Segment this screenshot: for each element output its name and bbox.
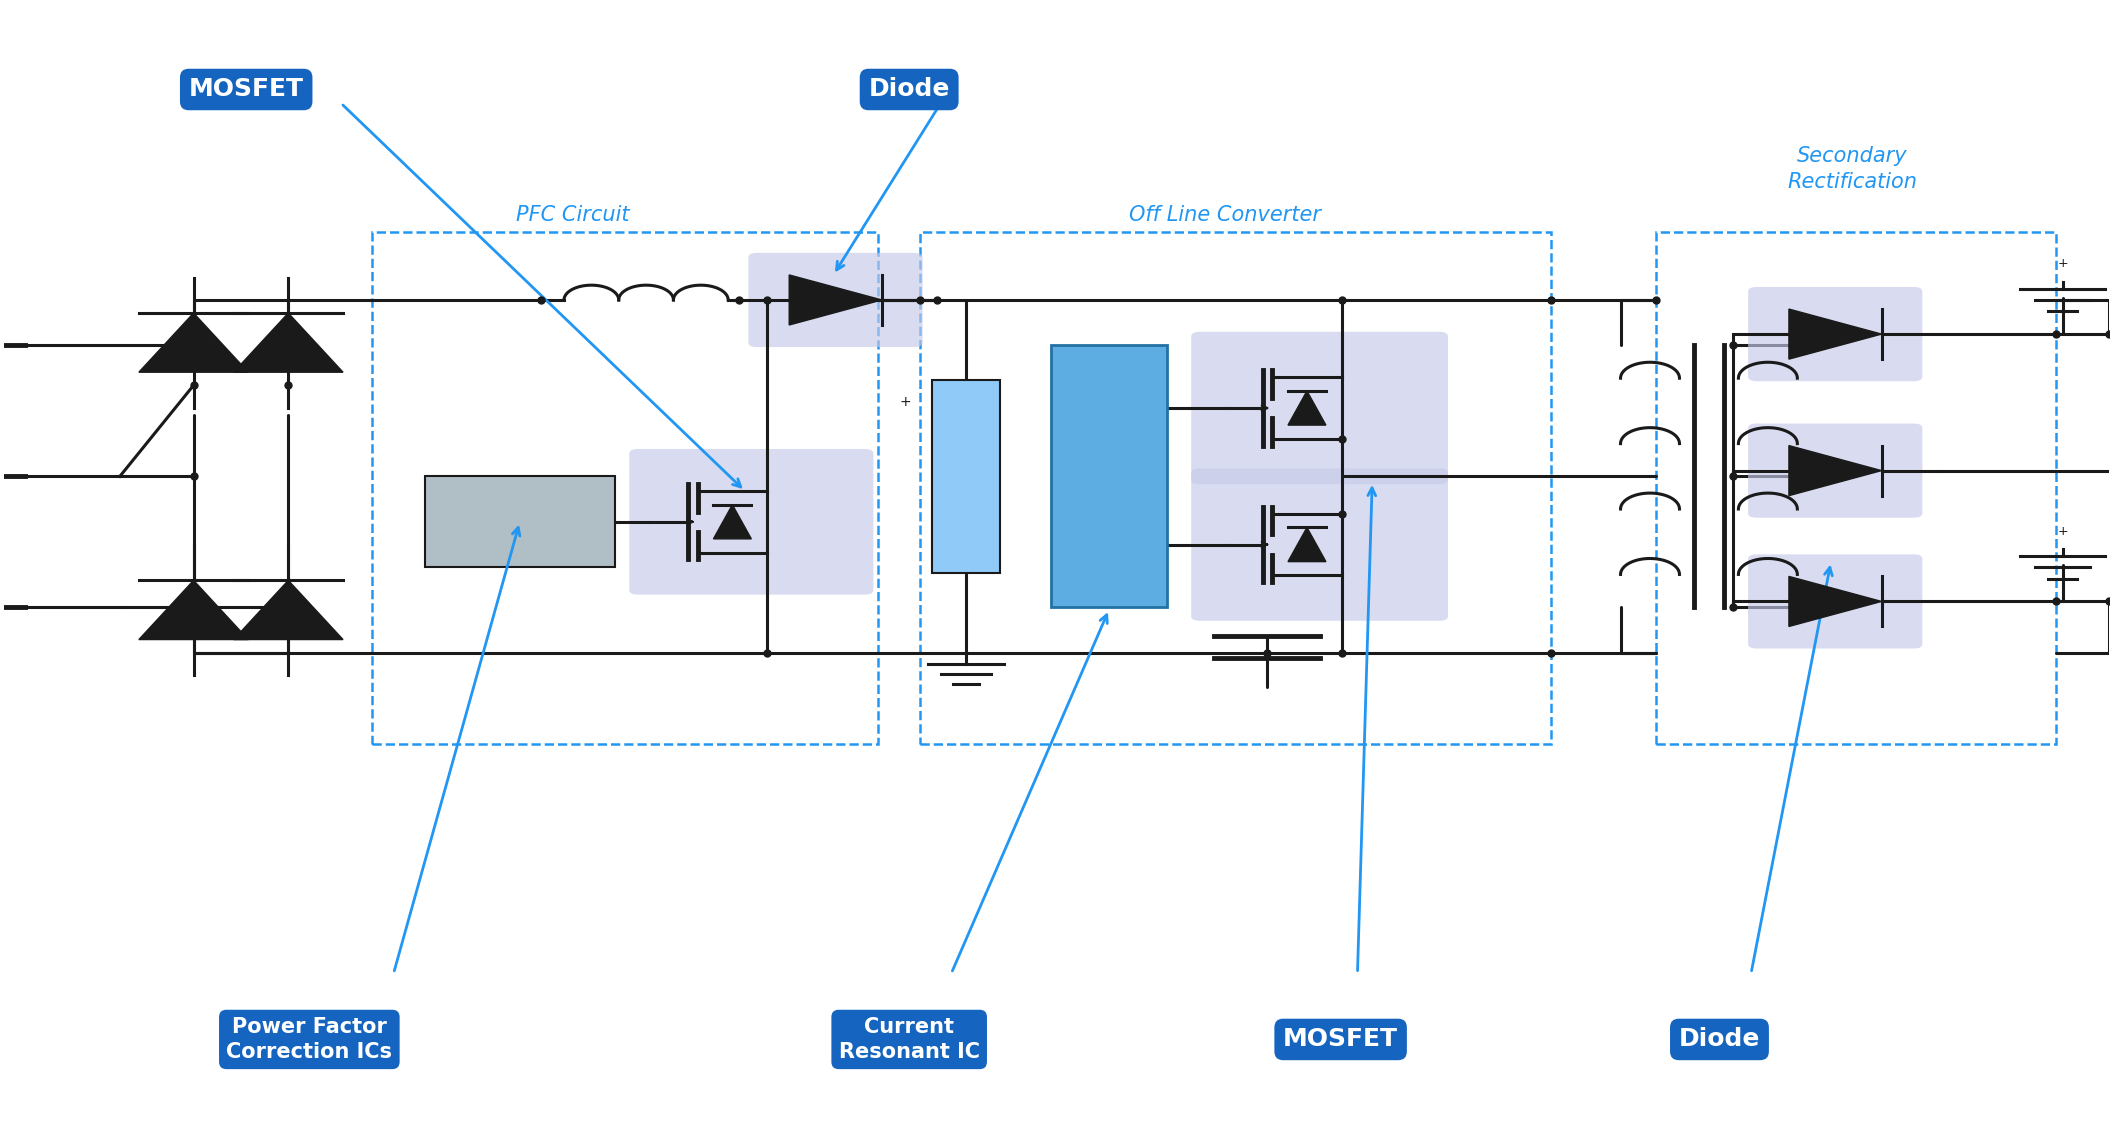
Polygon shape <box>1790 309 1881 359</box>
Text: Diode: Diode <box>868 78 951 102</box>
Text: +: + <box>900 395 911 409</box>
Text: MOSFET: MOSFET <box>188 78 304 102</box>
Text: +: + <box>2058 258 2069 270</box>
Text: Power Factor
Correction ICs: Power Factor Correction ICs <box>226 1017 393 1062</box>
FancyBboxPatch shape <box>630 449 873 595</box>
FancyBboxPatch shape <box>1747 286 1923 382</box>
FancyBboxPatch shape <box>1747 424 1923 518</box>
Polygon shape <box>139 580 249 639</box>
Polygon shape <box>1790 446 1881 495</box>
Text: +: + <box>2058 525 2069 537</box>
Text: Off Line Converter: Off Line Converter <box>1128 205 1321 225</box>
Bar <box>372 231 877 744</box>
Bar <box>932 379 999 573</box>
FancyBboxPatch shape <box>748 253 923 347</box>
Polygon shape <box>714 504 752 539</box>
Polygon shape <box>790 275 881 325</box>
Text: MOSFET: MOSFET <box>1283 1028 1399 1051</box>
Polygon shape <box>1289 391 1325 425</box>
Bar <box>1657 231 2056 744</box>
Text: PFC Circuit: PFC Circuit <box>516 205 630 225</box>
FancyBboxPatch shape <box>1747 555 1923 649</box>
Polygon shape <box>139 313 249 372</box>
Text: Secondary
Rectification: Secondary Rectification <box>1788 146 1916 193</box>
Bar <box>425 477 615 567</box>
Polygon shape <box>1790 576 1881 627</box>
Bar <box>1052 345 1166 607</box>
Polygon shape <box>235 580 342 639</box>
FancyBboxPatch shape <box>1192 469 1447 621</box>
Polygon shape <box>235 313 342 372</box>
Bar <box>919 231 1551 744</box>
Text: Diode: Diode <box>1680 1028 1760 1051</box>
FancyBboxPatch shape <box>1192 332 1447 485</box>
Polygon shape <box>1289 527 1325 562</box>
Text: Current
Resonant IC: Current Resonant IC <box>839 1017 980 1062</box>
